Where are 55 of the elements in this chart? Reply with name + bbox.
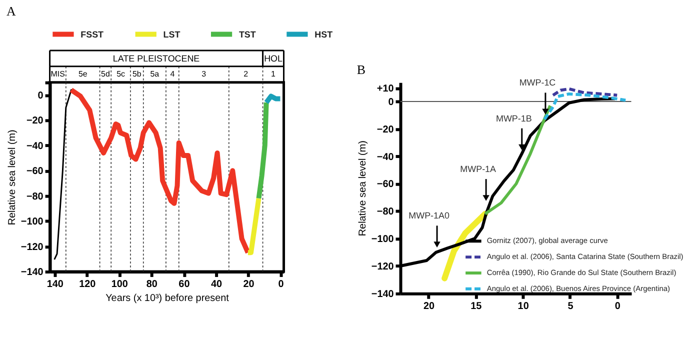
x-tick-label: 100	[111, 278, 128, 290]
text: 4	[170, 69, 176, 78]
x-tick-label: 10	[518, 300, 530, 312]
y-tick-label: −140	[371, 288, 394, 300]
x-tick-label: 40	[210, 278, 222, 290]
y-axis-title: Relative sea level (m)	[6, 130, 18, 226]
x-tick-label: 20	[424, 300, 436, 312]
annotation: MWP-1A0	[408, 210, 450, 221]
y-tick-label: 0	[38, 90, 44, 102]
text: 2	[244, 69, 249, 78]
x-tick-label: 15	[470, 300, 482, 312]
y-tick-label: −60	[376, 179, 394, 190]
text: 1	[271, 69, 276, 78]
text: 5b	[132, 69, 142, 78]
y-tick-label: −20	[26, 116, 44, 127]
annotation: MWP-1C	[519, 78, 556, 88]
y-tick-label: −40	[26, 140, 44, 152]
y-tick-label: −100	[20, 216, 44, 228]
y-tick-label: 0	[388, 97, 394, 108]
y-tick-label: −60	[26, 166, 44, 178]
x-tick-label: 0	[278, 278, 284, 290]
text: LATE PLEISTOCENE	[112, 53, 200, 64]
x-tick-label: 60	[178, 278, 190, 290]
y-tick-label: −120	[20, 242, 44, 253]
legend-label: FSST	[80, 29, 104, 40]
text: 5d	[101, 69, 110, 78]
y-tick-label: +10	[376, 83, 394, 94]
legend-label: LST	[163, 29, 181, 40]
legend-label: HST	[314, 29, 334, 40]
y-tick-label: −120	[371, 261, 394, 272]
annotation: MWP-1A	[460, 164, 496, 174]
x-tick-label: 20	[243, 278, 255, 290]
text: HOL	[264, 53, 282, 64]
y-tick-label: −140	[20, 266, 44, 278]
y-tick-label: −20	[376, 124, 394, 136]
x-tick-label: 120	[79, 278, 96, 290]
x-axis-title: Years (x 10³) before present	[106, 292, 230, 304]
x-tick-label: 140	[46, 278, 64, 290]
text: 5e	[78, 69, 88, 78]
y-tick-label: −40	[376, 152, 394, 163]
y-tick-label: −100	[371, 234, 394, 246]
legend-label: TST	[238, 29, 256, 40]
text: 5c	[116, 69, 126, 78]
x-tick-label: 5	[568, 300, 574, 312]
chart-title: B	[356, 62, 366, 77]
x-tick-label: 80	[146, 278, 158, 290]
chart-title: A	[6, 4, 16, 19]
text: 3	[202, 69, 207, 78]
x-tick-label: 0	[614, 300, 621, 312]
text: MIS	[50, 69, 65, 78]
y-tick-label: −80	[376, 206, 394, 218]
y-axis-title: Relative sea level (m)	[357, 140, 368, 236]
text: 5a	[150, 69, 160, 78]
annotation: MWP-1B	[496, 113, 532, 124]
y-tick-label: −80	[26, 191, 44, 202]
